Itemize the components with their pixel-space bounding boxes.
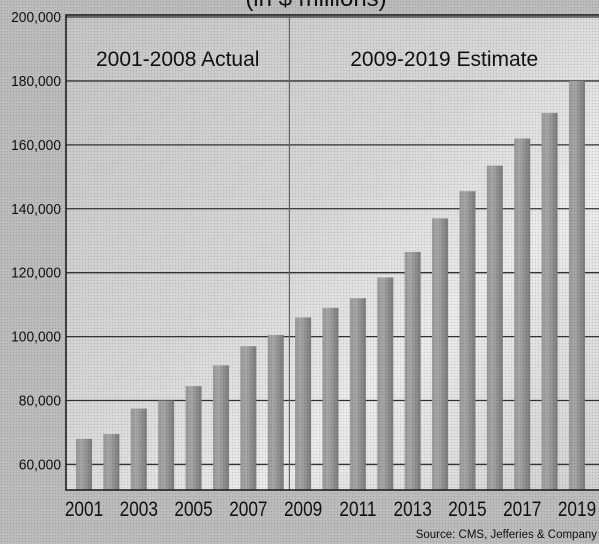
bar-2007 [240,346,257,490]
bar-2019 [569,80,585,491]
x-tick-label: 2009 [284,499,322,522]
chart-subtitle: (in $ millions) [245,0,386,12]
y-tick-label: 200,000 [11,10,61,27]
x-tick-label: 2015 [448,499,486,522]
bar-2011 [349,298,366,490]
bar-2006 [212,365,229,490]
y-tick-label: 80,000 [19,393,61,410]
bar-2016 [486,165,503,490]
bar-2015 [459,191,476,490]
bar-2010 [322,307,339,490]
x-tick-label: 2001 [65,499,103,522]
bar-2004 [158,400,175,490]
bar-2018 [541,112,558,490]
x-tick-label: 2019 [558,499,596,522]
bar-2002 [103,434,120,490]
source-note: Source: CMS, Jefferies & Company [416,529,598,541]
bar-2008 [267,334,284,490]
y-tick-label: 120,000 [11,265,61,282]
y-tick-label: 180,000 [11,73,61,90]
y-tick-label: 60,000 [19,457,61,474]
x-tick-label: 2005 [174,499,212,522]
bar-2012 [377,277,394,490]
bar-2005 [185,386,202,490]
period-label-actual: 2001-2008 Actual [96,48,259,71]
x-tick-label: 2017 [503,499,541,522]
bar-2003 [130,408,147,490]
bar-2013 [404,251,421,490]
bar-2014 [432,218,449,490]
y-tick-label: 100,000 [11,329,61,346]
x-tick-label: 2007 [229,499,267,522]
y-tick-label: 160,000 [11,137,61,154]
period-label-estimate: 2009-2019 Estimate [350,48,538,71]
x-tick-label: 2011 [339,499,376,522]
y-tick-label: 140,000 [11,201,61,218]
x-tick-label: 2013 [394,499,432,522]
bar-2001 [76,438,92,490]
bar-2009 [295,317,312,490]
x-tick-label: 2003 [120,499,158,522]
bar-2017 [514,138,531,490]
